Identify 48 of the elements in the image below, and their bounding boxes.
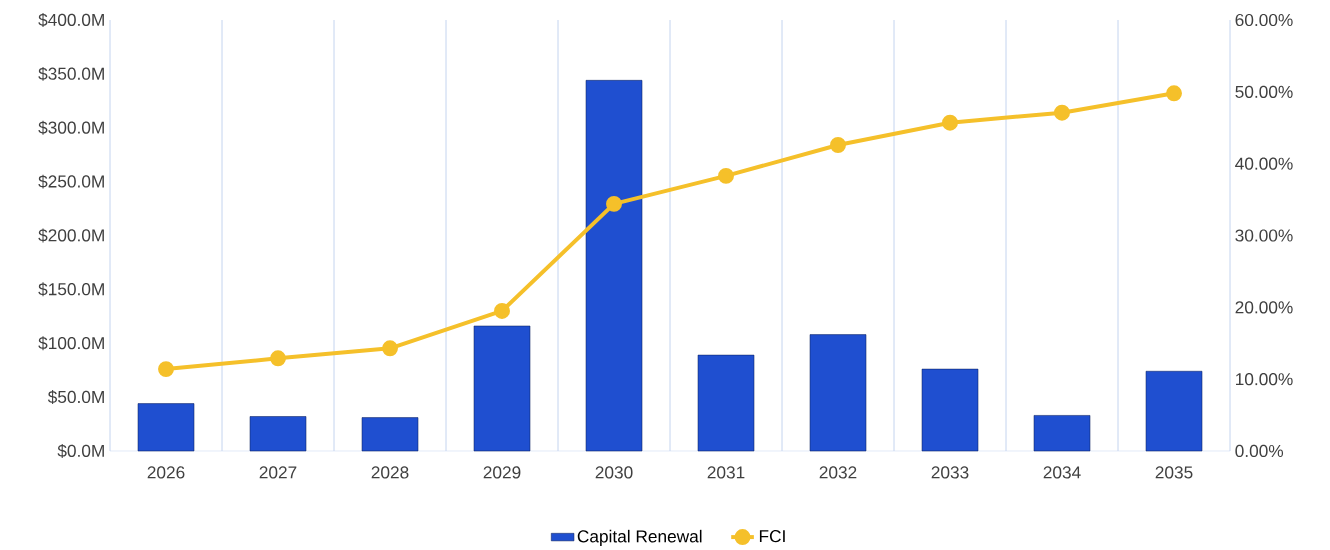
y-tick-label: $100.0M [38,336,104,351]
x-tick-label: 2035 [1155,466,1193,479]
y2-tick-label: 40.00% [1235,157,1293,170]
y-tick-label: $400.0M [38,13,104,28]
bar [361,417,419,452]
legend-label: FCI [759,530,785,543]
y-tick-label: $300.0M [38,120,104,135]
y-tick-label: $250.0M [38,174,104,189]
bar [697,355,755,452]
point [830,137,846,154]
point [718,168,734,185]
y-tick-label: $150.0M [38,282,104,297]
point [942,114,958,131]
y2-tick-label: 60.00% [1235,14,1293,27]
bar [1145,371,1203,452]
x-tick-label: 2026 [147,466,185,479]
point [494,303,510,320]
point [606,196,622,213]
x-tick-label: 2032 [819,466,857,479]
point [382,340,398,357]
y2-tick-label: 20.00% [1235,301,1293,314]
y2-tick-label: 0.00% [1235,445,1284,458]
x-tick-label: 2030 [595,466,633,479]
y-tick-label: $200.0M [38,228,104,243]
y2-tick-label: 50.00% [1235,85,1293,99]
x-tick-label: 2028 [371,466,409,479]
x-tick-label: 2034 [1043,466,1081,479]
y2-tick-label: 30.00% [1235,229,1293,242]
x-tick-label: 2031 [707,466,745,479]
point [1166,85,1182,102]
bar [921,369,979,452]
point [158,361,174,378]
y-tick-label: $0.0M [57,444,104,459]
point [1054,104,1070,121]
bar [137,403,195,452]
y2-tick-label: 10.00% [1236,373,1293,386]
x-tick-label: 2033 [931,466,969,479]
x-tick-label: 2029 [483,466,521,479]
y-tick-label: $350.0M [38,67,104,82]
bar [809,334,867,452]
bar [249,416,307,452]
bar [1033,415,1091,452]
bar [473,325,531,452]
y-tick-label: $50.0M [47,390,104,405]
bar [585,80,643,452]
point [270,350,286,367]
x-tick-label: 2027 [259,466,297,479]
legend-label: Capital Renewal [577,530,702,547]
